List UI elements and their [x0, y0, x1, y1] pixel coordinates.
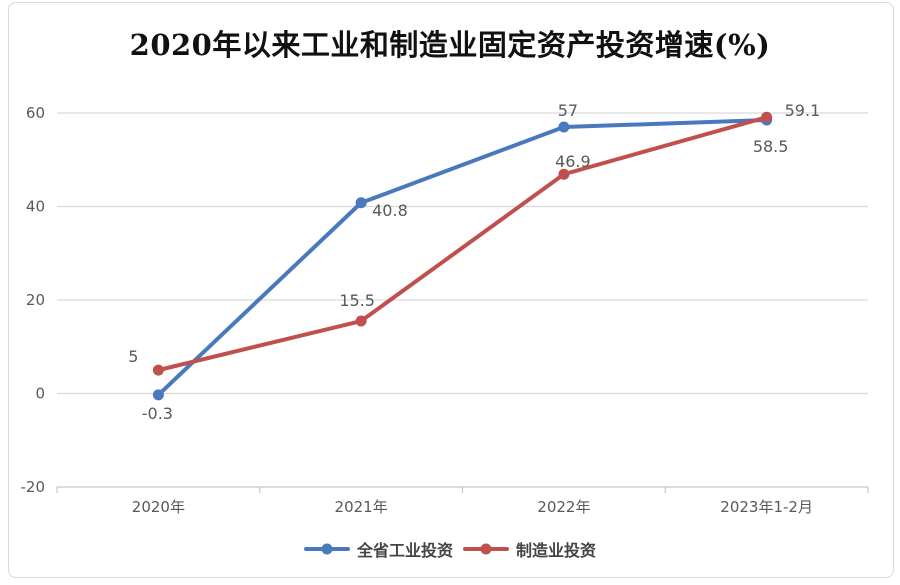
series-marker-1: [761, 111, 773, 123]
legend-dot-icon: [480, 543, 492, 555]
series-marker-0: [355, 197, 367, 209]
data-label-series-1: 5: [128, 347, 138, 366]
y-tick-label: -20: [21, 478, 46, 496]
series-marker-1: [152, 364, 164, 376]
x-tick-label: 2021年: [335, 498, 388, 516]
data-label-series-1: 59.1: [785, 101, 821, 120]
y-tick-label: 20: [26, 291, 45, 309]
y-tick-label: 0: [35, 385, 45, 403]
series-marker-1: [558, 168, 570, 180]
x-tick-label: 2023年1-2月: [720, 498, 813, 516]
series-line-1: [156, 115, 769, 373]
legend-dot-icon: [321, 543, 333, 555]
series-marker-0: [152, 389, 164, 401]
data-label-series-0: 57: [558, 101, 578, 120]
legend-line-marker-icon: [463, 543, 509, 555]
legend: 全省工业投资 制造业投资: [0, 537, 900, 561]
data-label-series-1: 15.5: [339, 291, 375, 310]
y-tick-label: 60: [26, 104, 45, 122]
legend-line-marker-icon: [303, 543, 350, 555]
data-label-series-0: -0.3: [142, 404, 173, 423]
chart-title: 2020年以来工业和制造业固定资产投资增速(%): [129, 28, 771, 62]
legend-label-manufacturing-investment: 制造业投资: [516, 541, 597, 560]
data-label-series-1: 46.9: [555, 152, 591, 171]
x-tick-label: 2022年: [537, 498, 590, 516]
x-tick-label: 2020年: [132, 498, 185, 516]
legend-item-industrial-investment: 全省工业投资: [303, 537, 453, 561]
series-marker-0: [558, 121, 570, 133]
series-marker-1: [355, 315, 367, 327]
legend-item-manufacturing-investment: 制造业投资: [463, 537, 596, 561]
y-tick-label: 40: [26, 198, 45, 216]
series-line-0: [156, 118, 769, 397]
data-label-series-0: 58.5: [753, 137, 789, 156]
data-label-series-0: 40.8: [372, 201, 408, 220]
legend-label-industrial-investment: 全省工业投资: [356, 541, 453, 560]
